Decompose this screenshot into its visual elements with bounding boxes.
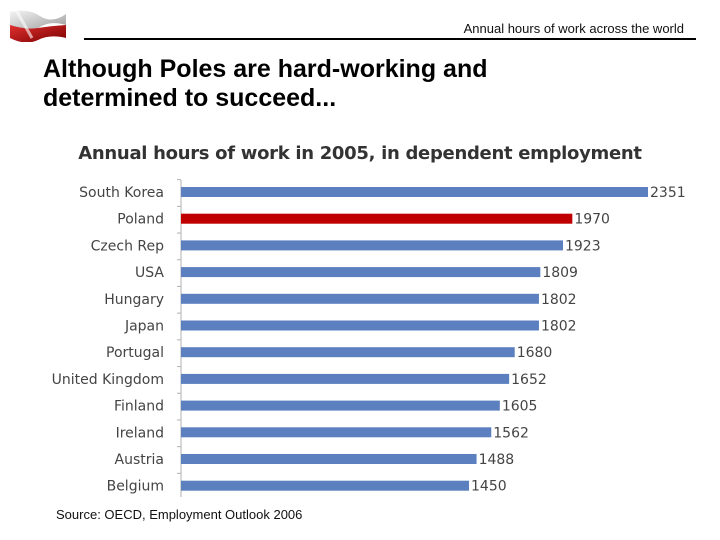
category-label: South Korea: [79, 185, 164, 201]
slide-title-line-2: determined to succeed...: [43, 84, 337, 112]
source-note: Source: OECD, Employment Outlook 2006: [56, 507, 303, 522]
bar-japan: [181, 320, 539, 331]
category-label: Hungary: [104, 292, 164, 308]
value-label: 1802: [541, 292, 577, 308]
value-label: 1809: [542, 265, 578, 281]
category-label: Portugal: [106, 345, 164, 361]
value-label: 1680: [517, 345, 553, 361]
value-label: 1488: [479, 452, 515, 468]
bar-chart: South Korea 2351 Poland 1970 Czech Rep 1923 US…: [52, 179, 686, 497]
bar-portugal: [181, 347, 515, 358]
value-label: 1450: [471, 479, 507, 495]
value-label: 1605: [502, 399, 538, 415]
bar-poland: [181, 213, 573, 224]
bar-united-kingdom: [181, 373, 510, 384]
value-label: 1562: [493, 425, 529, 441]
category-label: Belgium: [107, 479, 164, 495]
category-label: USA: [135, 265, 164, 281]
bar-austria: [181, 454, 477, 464]
value-label: 1970: [574, 212, 610, 228]
bar-hungary: [181, 293, 539, 304]
category-label: Poland: [117, 212, 164, 228]
bar-belgium: [181, 480, 470, 491]
category-label: Japan: [124, 319, 164, 335]
category-label: Czech Rep: [91, 238, 164, 254]
value-label: 1652: [511, 372, 547, 388]
slide-title: Although Poles are hard-working and dete…: [43, 55, 663, 113]
chart-title: Annual hours of work in 2005, in depende…: [78, 143, 642, 164]
category-label: Austria: [115, 452, 164, 468]
value-label: 1802: [541, 319, 577, 335]
category-label: Finland: [114, 399, 164, 415]
category-label: Ireland: [116, 425, 164, 441]
value-label: 2351: [650, 185, 686, 201]
flag-logo: [10, 9, 66, 42]
value-label: 1923: [565, 238, 601, 254]
bar-ireland: [181, 427, 492, 438]
bar-czech-rep: [181, 240, 563, 251]
category-label: United Kingdom: [52, 372, 164, 388]
bar-finland: [181, 400, 500, 411]
slide-title-line-1: Although Poles are hard-working and: [43, 55, 488, 83]
bar-usa: [181, 267, 541, 278]
bar-south-korea: [181, 187, 648, 197]
header-label: Annual hours of work across the world: [463, 21, 684, 36]
header-divider: [84, 38, 696, 40]
